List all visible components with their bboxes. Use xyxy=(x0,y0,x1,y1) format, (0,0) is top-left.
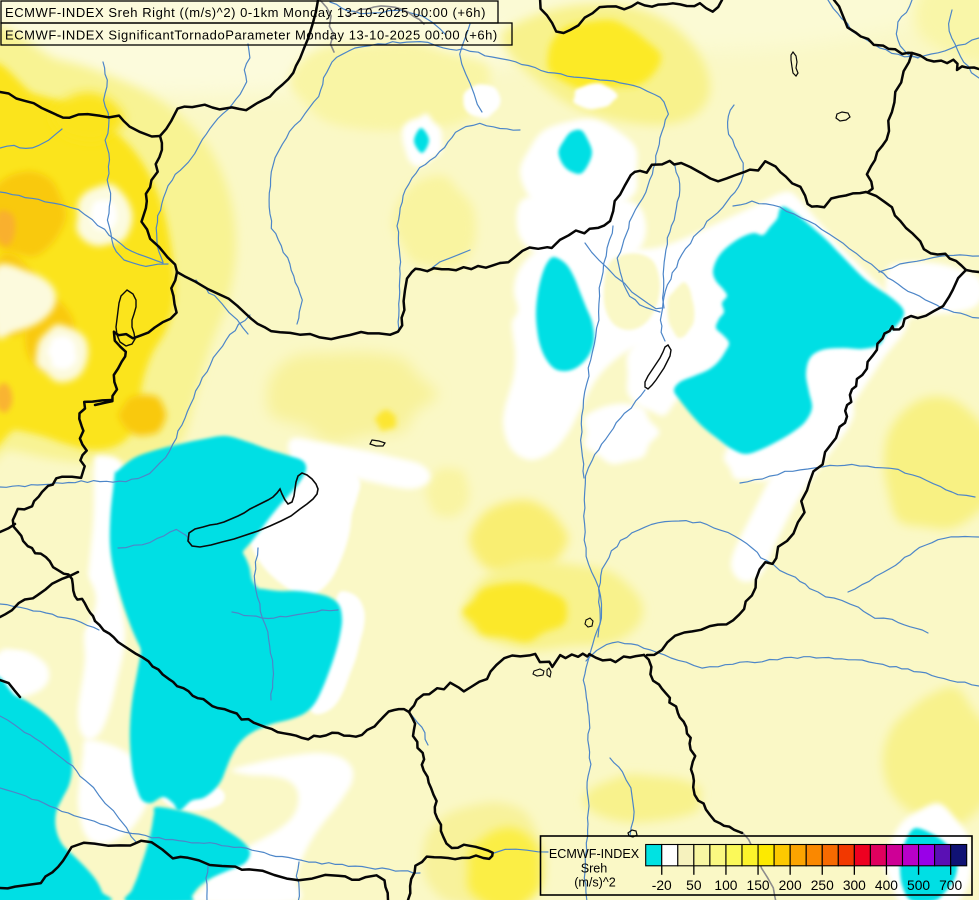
svg-text:(m/s)^2: (m/s)^2 xyxy=(574,876,616,890)
svg-text:250: 250 xyxy=(811,878,834,893)
svg-text:300: 300 xyxy=(843,878,866,893)
svg-text:100: 100 xyxy=(714,878,737,893)
svg-text:500: 500 xyxy=(907,878,930,893)
svg-text:ECMWF-INDEX SignificantTornado: ECMWF-INDEX SignificantTornadoParameter … xyxy=(5,28,498,43)
svg-text:50: 50 xyxy=(686,878,702,893)
svg-text:150: 150 xyxy=(747,878,770,893)
svg-text:Sreh: Sreh xyxy=(581,862,608,876)
svg-text:200: 200 xyxy=(779,878,802,893)
svg-text:700: 700 xyxy=(939,878,962,893)
svg-text:-20: -20 xyxy=(652,878,672,893)
svg-text:ECMWF-INDEX: ECMWF-INDEX xyxy=(549,847,640,861)
svg-text:400: 400 xyxy=(875,878,898,893)
svg-text:ECMWF-INDEX Sreh Right ((m/s)^: ECMWF-INDEX Sreh Right ((m/s)^2) 0-1km M… xyxy=(5,5,486,20)
